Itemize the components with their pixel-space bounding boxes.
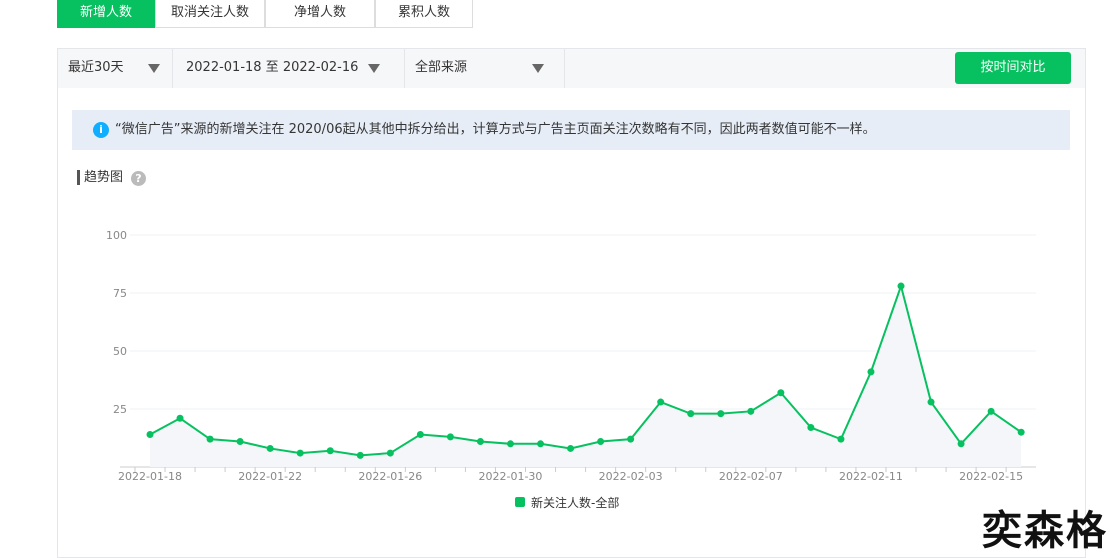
point — [386, 449, 394, 457]
info-icon: i — [93, 122, 109, 138]
x-tick-label: 2022-01-18 — [118, 470, 182, 483]
point — [807, 424, 815, 432]
point — [146, 431, 154, 439]
point — [597, 437, 605, 445]
point — [747, 407, 755, 415]
point — [446, 433, 454, 441]
point — [326, 447, 334, 455]
point — [567, 444, 575, 452]
tab[interactable]: 净增人数 — [265, 0, 375, 28]
point — [476, 437, 484, 445]
point — [266, 444, 274, 452]
filter-text: 全部来源 — [415, 60, 468, 75]
point — [416, 431, 424, 439]
y-tick-label: 75 — [113, 287, 127, 300]
legend-swatch — [515, 497, 525, 507]
point — [176, 414, 184, 422]
notice: i “微信广告”来源的新增关注在 2020/06起从其他中拆分给出，计算方式与广… — [72, 110, 1070, 150]
filter-text: 最近30天 — [68, 60, 124, 75]
x-tick-label: 2022-01-22 — [238, 470, 302, 483]
point — [867, 368, 875, 376]
section-title: 趋势图 — [84, 170, 124, 185]
legend-label: 新关注人数-全部 — [531, 495, 619, 510]
point — [687, 410, 695, 418]
point — [987, 407, 995, 415]
x-tick-label: 2022-01-26 — [358, 470, 422, 483]
filter-text: 2022-01-18 至 2022-02-16 — [186, 60, 359, 75]
point — [537, 440, 545, 448]
point — [957, 440, 965, 448]
point — [627, 435, 635, 443]
filter[interactable]: 全部来源 — [405, 48, 565, 88]
filter-bar — [58, 49, 1085, 88]
point — [717, 410, 725, 418]
point — [777, 389, 785, 397]
point — [236, 437, 244, 445]
x-tick-label: 2022-02-07 — [719, 470, 783, 483]
tab[interactable]: 累积人数 — [375, 0, 473, 28]
tab[interactable]: 新增人数 — [57, 0, 155, 28]
point — [897, 282, 905, 290]
y-tick-label: 50 — [113, 345, 127, 358]
help-icon[interactable]: ? — [131, 171, 146, 186]
point — [927, 398, 935, 406]
point — [506, 440, 514, 448]
point — [206, 435, 214, 443]
area — [150, 286, 1022, 467]
point — [356, 451, 364, 459]
tab[interactable]: 取消关注人数 — [155, 0, 265, 28]
y-tick-label: 25 — [113, 403, 127, 416]
point — [1017, 428, 1025, 436]
point — [296, 449, 304, 457]
x-tick-label: 2022-01-30 — [479, 470, 543, 483]
line — [149, 282, 1022, 457]
x-tick-label: 2022-02-15 — [959, 470, 1023, 483]
compare-button[interactable]: 按时间对比 — [955, 52, 1071, 84]
point — [657, 398, 665, 406]
filter[interactable]: 最近30天 — [58, 48, 173, 88]
watermark: 奕森格 — [982, 508, 1108, 554]
y-tick-label: 100 — [106, 229, 127, 242]
point — [837, 435, 845, 443]
x-tick-label: 2022-02-03 — [599, 470, 663, 483]
section-bar — [77, 170, 80, 185]
notice-text: “微信广告”来源的新增关注在 2020/06起从其他中拆分给出，计算方式与广告主… — [115, 122, 876, 137]
x-tick-label: 2022-02-11 — [839, 470, 903, 483]
filter[interactable]: 2022-01-18 至 2022-02-16 — [173, 48, 405, 88]
